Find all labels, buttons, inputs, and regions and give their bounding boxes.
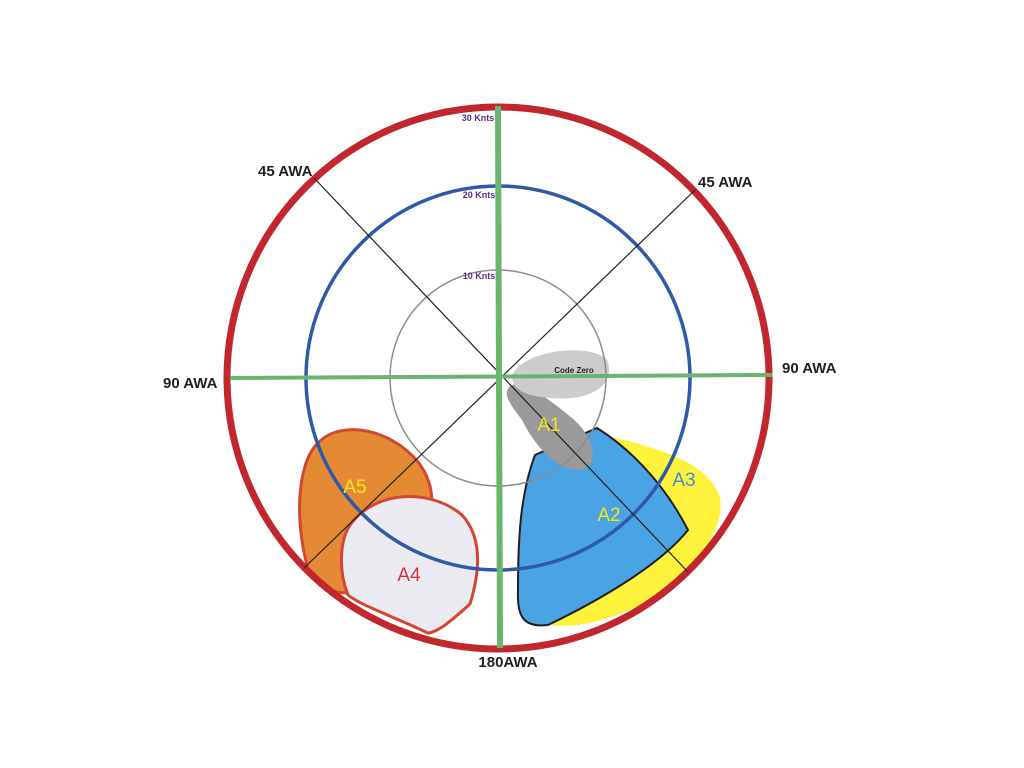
a4-sail-region: [339, 495, 480, 635]
awa-label-45-right: 45 AWA: [698, 174, 753, 191]
awa-label-180: 180AWA: [478, 654, 537, 671]
awa-label-90-right: 90 AWA: [782, 360, 837, 377]
knot-label-10: 10 Knts: [463, 271, 496, 281]
a2-sail-region: [516, 426, 690, 627]
sail-label-a4: A4: [397, 565, 421, 586]
sail-label-code-zero: Code Zero: [554, 366, 594, 375]
horizontal-axis: [229, 373, 773, 380]
knot-label-30: 30 Knts: [462, 113, 495, 123]
sail-label-a1: A1: [537, 415, 560, 436]
sail-label-a3: A3: [672, 470, 695, 491]
sail-label-a5: A5: [343, 477, 366, 498]
knot-label-20: 20 Knts: [463, 190, 496, 200]
awa-label-45-left: 45 AWA: [258, 163, 313, 180]
sail-label-a2: A2: [597, 505, 620, 526]
awa-label-90-left: 90 AWA: [163, 375, 218, 392]
